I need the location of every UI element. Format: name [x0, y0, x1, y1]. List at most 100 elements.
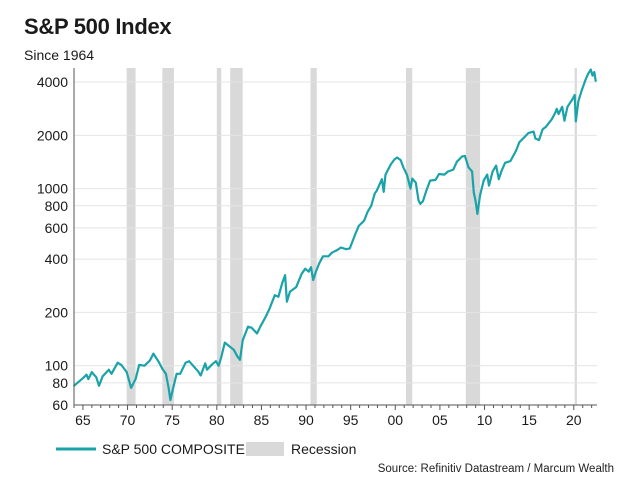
series-point-116	[500, 170, 503, 172]
series-point-41	[232, 348, 235, 351]
series-point-50	[268, 307, 271, 310]
series-point-28	[184, 361, 187, 364]
series-point-39	[223, 341, 226, 344]
series-point-78	[375, 190, 378, 192]
series-point-21	[161, 368, 164, 370]
y-tick-label-4000: 4000	[37, 74, 68, 90]
series-point-108	[476, 213, 479, 215]
series-point-40	[227, 344, 230, 347]
series-point-134	[566, 105, 569, 108]
series-point-57	[295, 286, 298, 288]
series-point-42	[236, 355, 239, 358]
series-point-125	[538, 139, 540, 142]
recession-bands	[126, 68, 577, 405]
series-point-119	[514, 150, 517, 153]
series-point-55	[286, 300, 288, 303]
y-tick-label-800: 800	[45, 198, 69, 214]
series-point-56	[289, 290, 291, 293]
series-point-106	[472, 191, 475, 194]
series-point-60	[307, 270, 310, 273]
x-tick-label-05: 05	[432, 412, 448, 428]
series-point-76	[370, 204, 373, 207]
series-point-83	[393, 158, 396, 161]
series-point-126	[541, 128, 544, 131]
series-point-29	[188, 360, 191, 363]
x-tick-label-95: 95	[343, 412, 359, 428]
series-point-67	[331, 251, 333, 254]
series-point-36	[215, 360, 217, 363]
series-point-142	[589, 68, 592, 71]
series-point-15	[134, 378, 137, 380]
gridlines	[74, 81, 597, 406]
series-point-117	[504, 161, 506, 164]
series-point-101	[456, 160, 458, 163]
series-point-122	[527, 132, 530, 135]
series-point-69	[340, 246, 342, 249]
series-point-37	[217, 364, 220, 367]
series-point-52	[277, 295, 280, 298]
recession-band-5	[406, 68, 413, 405]
series-point-72	[354, 233, 356, 236]
series-point-140	[584, 79, 587, 81]
series-point-121	[523, 136, 526, 138]
series-point-19	[152, 352, 155, 355]
series-point-18	[149, 359, 151, 362]
source-note: Source: Refinitiv Datastream / Marcum We…	[377, 463, 614, 475]
series-point-13	[125, 371, 128, 373]
series-point-22	[165, 372, 167, 375]
series-point-1	[77, 381, 80, 383]
series-point-59	[304, 267, 307, 270]
series-point-131	[557, 113, 560, 115]
series-point-12	[120, 364, 123, 366]
recession-band-1	[162, 68, 174, 405]
series-point-27	[179, 372, 182, 375]
y-tick-label-600: 600	[45, 220, 69, 236]
series-point-43	[239, 358, 241, 361]
series-point-138	[577, 100, 580, 103]
series-point-93	[422, 200, 424, 203]
series-point-23	[167, 386, 170, 389]
series-point-68	[336, 249, 339, 251]
series-point-102	[461, 155, 464, 158]
series-layer	[73, 68, 597, 402]
series-point-107	[474, 200, 477, 203]
series-point-88	[409, 187, 412, 190]
recession-band-4	[310, 68, 317, 405]
series-point-32	[199, 374, 202, 377]
series-point-110	[482, 179, 485, 182]
series-point-141	[587, 72, 589, 75]
y-tick-label-1000: 1000	[37, 181, 68, 197]
series-point-45	[247, 325, 249, 328]
series-point-38	[220, 356, 223, 358]
legend-label-recession: Recession	[291, 441, 356, 457]
x-tick-label-70: 70	[120, 412, 136, 428]
legend: S&P 500 COMPOSITE Recession	[56, 441, 356, 457]
x-tick-label-00: 00	[388, 412, 404, 428]
recession-band-2	[216, 68, 222, 405]
series-point-77	[373, 192, 376, 195]
series-point-34	[206, 368, 208, 371]
x-tick-label-75: 75	[164, 412, 180, 428]
series-point-90	[414, 181, 417, 184]
series-point-46	[250, 326, 253, 329]
series-point-5	[90, 371, 93, 373]
series-point-8	[101, 375, 104, 378]
series-point-4	[87, 378, 90, 380]
series-point-47	[256, 332, 258, 335]
x-tick-label-20: 20	[566, 412, 582, 428]
y-tick-label-200: 200	[45, 304, 69, 320]
series-point-62	[312, 279, 315, 281]
recession-band-0	[126, 68, 136, 405]
recession-band-6	[465, 68, 481, 405]
series-point-120	[518, 141, 521, 144]
y-tick-label-80: 80	[52, 375, 68, 391]
page-title: S&P 500 Index	[24, 14, 172, 39]
series-point-135	[572, 97, 574, 100]
series-point-84	[396, 156, 398, 159]
series-point-35	[211, 363, 214, 366]
series-point-100	[452, 168, 455, 171]
series-point-54	[284, 274, 286, 276]
series-point-123	[532, 130, 535, 133]
series-point-49	[265, 315, 267, 318]
